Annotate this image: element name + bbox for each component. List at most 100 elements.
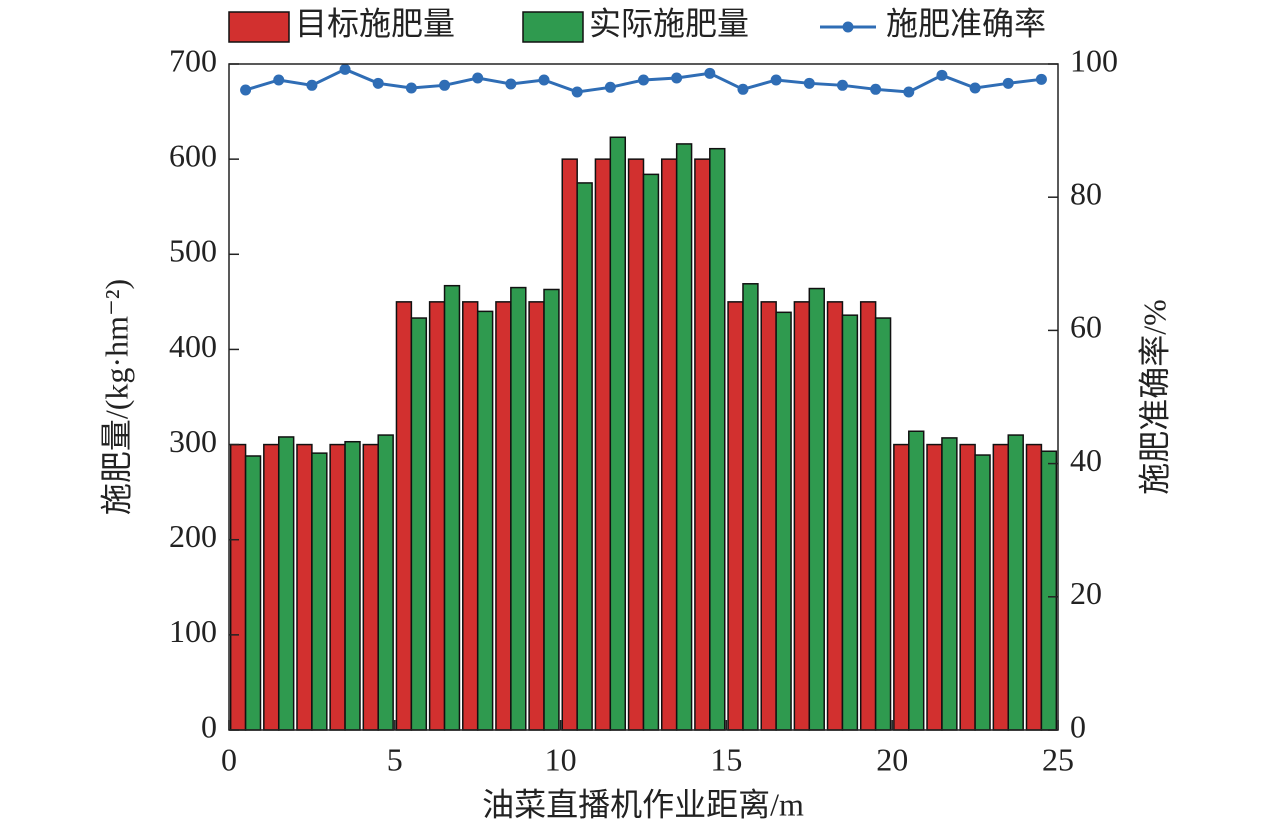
bar [495, 301, 512, 731]
line-marker [969, 82, 981, 94]
bar [992, 443, 1010, 731]
bar [377, 434, 394, 731]
line-marker [1002, 77, 1014, 89]
bar [329, 443, 346, 731]
y2-tick-label: 40 [1070, 442, 1102, 478]
y-tick-label: 700 [169, 42, 217, 78]
x-tick-label: 5 [387, 741, 403, 777]
y2-tick-label: 60 [1070, 309, 1102, 345]
line-marker [273, 74, 285, 86]
y2-tick-label: 0 [1070, 708, 1086, 744]
line-marker [405, 82, 417, 94]
y2-tick-label: 20 [1070, 575, 1102, 611]
x-tick-label: 0 [221, 741, 237, 777]
bar [709, 147, 726, 731]
legend-label: 施肥准确率 [886, 5, 1046, 41]
x-axis-label: 油菜直播机作业距离/m [482, 786, 804, 822]
line-marker [538, 74, 550, 86]
x-tick-label: 20 [876, 741, 908, 777]
y-tick-label: 300 [169, 423, 217, 459]
bar [727, 301, 744, 731]
bar [926, 443, 943, 731]
line-marker [903, 86, 915, 98]
bar [296, 443, 313, 731]
bar [959, 443, 976, 731]
y-axis-label: 施肥量/(kg·hm⁻²) [98, 279, 134, 515]
bar [826, 301, 844, 731]
bar [395, 301, 413, 731]
y-tick-label: 600 [169, 137, 217, 173]
bar [428, 301, 446, 731]
line-marker [638, 74, 649, 86]
line-marker [372, 77, 384, 89]
line-marker [737, 83, 749, 95]
bar [675, 143, 693, 731]
y2-axis-label: 施肥准确率/% [1136, 299, 1172, 495]
bar [859, 301, 877, 731]
bar [462, 301, 479, 731]
bar [263, 443, 280, 731]
y2-tick-label: 100 [1070, 42, 1118, 78]
line-marker [505, 78, 517, 90]
bar [808, 287, 825, 731]
line-marker [770, 74, 782, 86]
bar [362, 443, 379, 731]
x-tick-label: 10 [545, 741, 577, 777]
bar [410, 317, 428, 731]
y-tick-label: 100 [169, 613, 217, 649]
bar [874, 317, 892, 731]
bar [775, 311, 792, 731]
line-marker [671, 72, 683, 84]
bar [660, 158, 678, 731]
bar [576, 182, 593, 731]
line-marker [472, 72, 484, 84]
bar [543, 288, 560, 731]
y2-tick-label: 80 [1070, 176, 1102, 212]
line-marker [439, 79, 451, 91]
line-marker [306, 79, 318, 91]
bar [443, 284, 461, 731]
y-tick-label: 400 [169, 328, 217, 364]
line-marker [803, 77, 815, 89]
bar [244, 455, 262, 731]
bar [694, 158, 711, 731]
bar [1040, 450, 1058, 731]
legend-swatch-marker [842, 21, 854, 33]
bar [277, 436, 295, 731]
plot-frame [228, 63, 1059, 731]
bar [642, 173, 660, 731]
y-tick-label: 500 [169, 233, 217, 269]
bar [609, 136, 627, 731]
bar [974, 454, 991, 731]
bar [594, 158, 612, 731]
line-marker [339, 63, 351, 75]
bar [476, 310, 494, 731]
x-tick-label: 25 [1042, 741, 1074, 777]
y-tick-label: 0 [201, 708, 217, 744]
line-marker [571, 86, 583, 98]
y-tick-label: 200 [169, 518, 217, 554]
bar [793, 301, 811, 731]
bar [229, 443, 247, 731]
bar [528, 301, 545, 731]
line-marker [1035, 73, 1047, 85]
bar [561, 158, 578, 731]
bar [742, 283, 759, 731]
bar [344, 440, 361, 731]
bar [627, 158, 645, 731]
bar [1007, 434, 1024, 731]
legend-label: 实际施肥量 [589, 5, 749, 41]
x-tick-label: 15 [710, 741, 742, 777]
line-marker [836, 79, 848, 91]
bar [941, 437, 958, 731]
bar [908, 430, 925, 731]
legend-label: 目标施肥量 [295, 5, 455, 41]
line-marker [240, 84, 252, 96]
line-marker [604, 81, 616, 93]
bar [311, 452, 328, 731]
legend-swatch [228, 11, 290, 43]
line-marker [704, 67, 716, 79]
bar [893, 443, 910, 731]
